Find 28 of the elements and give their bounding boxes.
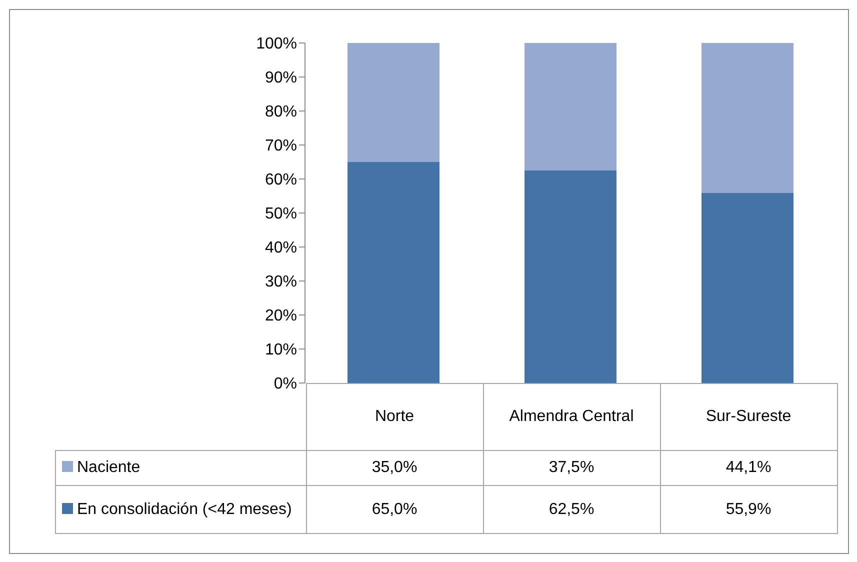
x-tick-label: Norte bbox=[306, 384, 483, 450]
x-tick-label: Sur-Sureste bbox=[660, 384, 837, 450]
data-label: 44,1% bbox=[660, 450, 837, 486]
legend-label: Naciente bbox=[56, 450, 306, 486]
x-tick-label: Almendra Central bbox=[483, 384, 660, 450]
y-tick-label: 60% bbox=[264, 172, 297, 189]
data-label: 62,5% bbox=[483, 486, 660, 534]
y-tick-label: 100% bbox=[256, 36, 297, 53]
data-label: 35,0% bbox=[306, 450, 483, 486]
bar bbox=[701, 43, 794, 193]
bar bbox=[524, 43, 616, 170]
bar bbox=[347, 162, 440, 383]
bar bbox=[347, 43, 440, 162]
legend-label: En consolidación (<42 meses) bbox=[56, 486, 306, 534]
y-tick-label: 80% bbox=[264, 104, 297, 121]
bar bbox=[524, 170, 616, 383]
y-tick-label: 40% bbox=[264, 240, 297, 257]
y-tick-label: 10% bbox=[264, 342, 297, 359]
y-tick-label: 90% bbox=[264, 70, 297, 87]
y-tick-label: 20% bbox=[264, 308, 297, 325]
y-tick-label: 30% bbox=[264, 274, 297, 291]
data-label: 65,0% bbox=[306, 486, 483, 534]
data-label: 55,9% bbox=[660, 486, 837, 534]
data-label: 37,5% bbox=[483, 450, 660, 486]
y-tick-label: 50% bbox=[264, 206, 297, 223]
y-tick-label: 0% bbox=[274, 376, 297, 393]
bar bbox=[701, 192, 794, 383]
y-tick-label: 70% bbox=[264, 138, 297, 155]
